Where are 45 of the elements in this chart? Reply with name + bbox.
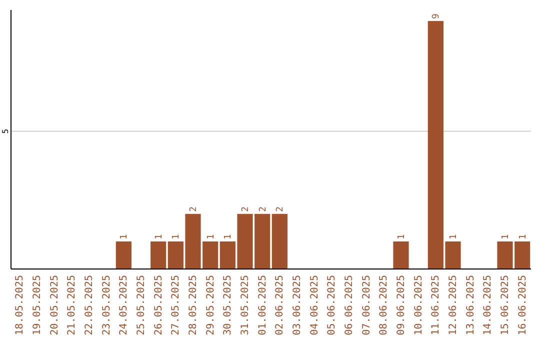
data-label: 2 <box>258 206 268 212</box>
x-tick-label: 05.06.2025 <box>326 275 338 336</box>
x-tick-label: 26.05.2025 <box>153 275 164 336</box>
x-tick-label: 08.06.2025 <box>378 275 390 336</box>
data-label: 2 <box>241 206 251 212</box>
x-tick-label: 11.06.2025 <box>430 275 442 336</box>
x-tick-label: 23.05.2025 <box>101 275 112 336</box>
x-tick-label: 15.06.2025 <box>500 275 511 336</box>
data-label: 1 <box>224 234 234 240</box>
x-tick-label: 04.06.2025 <box>309 275 320 336</box>
x-tick-label: 16.06.2025 <box>517 275 528 336</box>
x-tick-label: 03.06.2025 <box>292 275 303 336</box>
x-tick-label: 29.05.2025 <box>205 275 216 336</box>
data-label: 1 <box>518 234 528 240</box>
y-tick-label: 5 <box>1 128 10 134</box>
x-tick-label: 10.06.2025 <box>413 275 424 336</box>
x-tick-label: 12.06.2025 <box>448 275 459 336</box>
data-label: 1 <box>120 234 130 240</box>
x-tick-label: 19.05.2025 <box>32 275 43 336</box>
x-tick-label: 18.05.2025 <box>14 275 26 336</box>
data-label: 1 <box>397 234 407 240</box>
x-tick-label: 07.06.2025 <box>361 275 372 336</box>
data-label: 1 <box>449 234 459 240</box>
x-tick-label: 24.05.2025 <box>118 275 130 336</box>
x-tick-label: 09.06.2025 <box>396 275 407 336</box>
x-tick-label: 02.06.2025 <box>274 275 286 336</box>
x-tick-label: 31.05.2025 <box>240 275 251 336</box>
data-label: 2 <box>276 206 286 212</box>
data-label: 1 <box>501 234 511 240</box>
x-tick-label: 25.05.2025 <box>136 275 147 336</box>
x-tick-label: 13.06.2025 <box>465 275 476 336</box>
x-tick-label: 28.05.2025 <box>188 275 199 336</box>
x-tick-label: 22.05.2025 <box>84 275 95 336</box>
data-label: 1 <box>172 234 182 240</box>
x-tick-label: 06.06.2025 <box>344 275 355 336</box>
data-label: 2 <box>189 206 199 212</box>
x-tick-label: 27.05.2025 <box>170 275 182 336</box>
data-label: 1 <box>206 234 216 240</box>
x-tick-label: 20.05.2025 <box>49 275 60 336</box>
x-tick-label: 01.06.2025 <box>257 275 268 336</box>
x-tick-label: 14.06.2025 <box>482 275 494 336</box>
data-label: 9 <box>432 14 442 20</box>
x-tick-label: 30.05.2025 <box>222 275 234 336</box>
data-label: 1 <box>154 234 164 240</box>
x-tick-label: 21.05.2025 <box>66 275 78 336</box>
